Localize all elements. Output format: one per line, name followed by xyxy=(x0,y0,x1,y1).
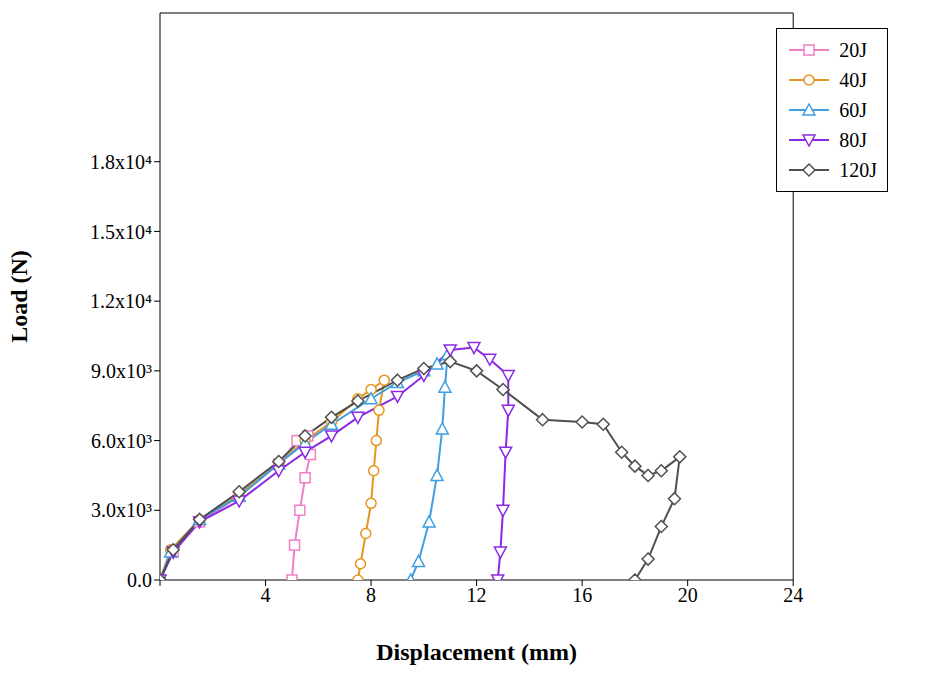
svg-text:1.8x10⁴: 1.8x10⁴ xyxy=(90,151,152,173)
svg-text:24: 24 xyxy=(783,584,803,606)
svg-text:20: 20 xyxy=(678,584,698,606)
html-text:80J: 80J xyxy=(839,128,867,151)
html-text:60J: 60J xyxy=(839,98,867,121)
svg-text:Displacement (mm): Displacement (mm) xyxy=(376,639,577,665)
svg-text:12: 12 xyxy=(467,584,487,606)
svg-text:0.0: 0.0 xyxy=(127,569,152,591)
svg-text:16: 16 xyxy=(572,584,592,606)
svg-text:3.0x10³: 3.0x10³ xyxy=(91,499,152,521)
html-text:20J: 20J xyxy=(839,38,867,61)
svg-text:1.5x10⁴: 1.5x10⁴ xyxy=(90,221,152,243)
svg-text:4: 4 xyxy=(261,584,271,606)
svg-text:6.0x10³: 6.0x10³ xyxy=(91,430,152,452)
html-text:40J: 40J xyxy=(839,68,867,91)
svg-text:8: 8 xyxy=(366,584,376,606)
svg-text:1.2x10⁴: 1.2x10⁴ xyxy=(90,290,152,312)
svg-text:9.0x10³: 9.0x10³ xyxy=(91,360,152,382)
svg-text:Load (N): Load (N) xyxy=(6,250,32,343)
html-text:120J: 120J xyxy=(839,158,877,181)
